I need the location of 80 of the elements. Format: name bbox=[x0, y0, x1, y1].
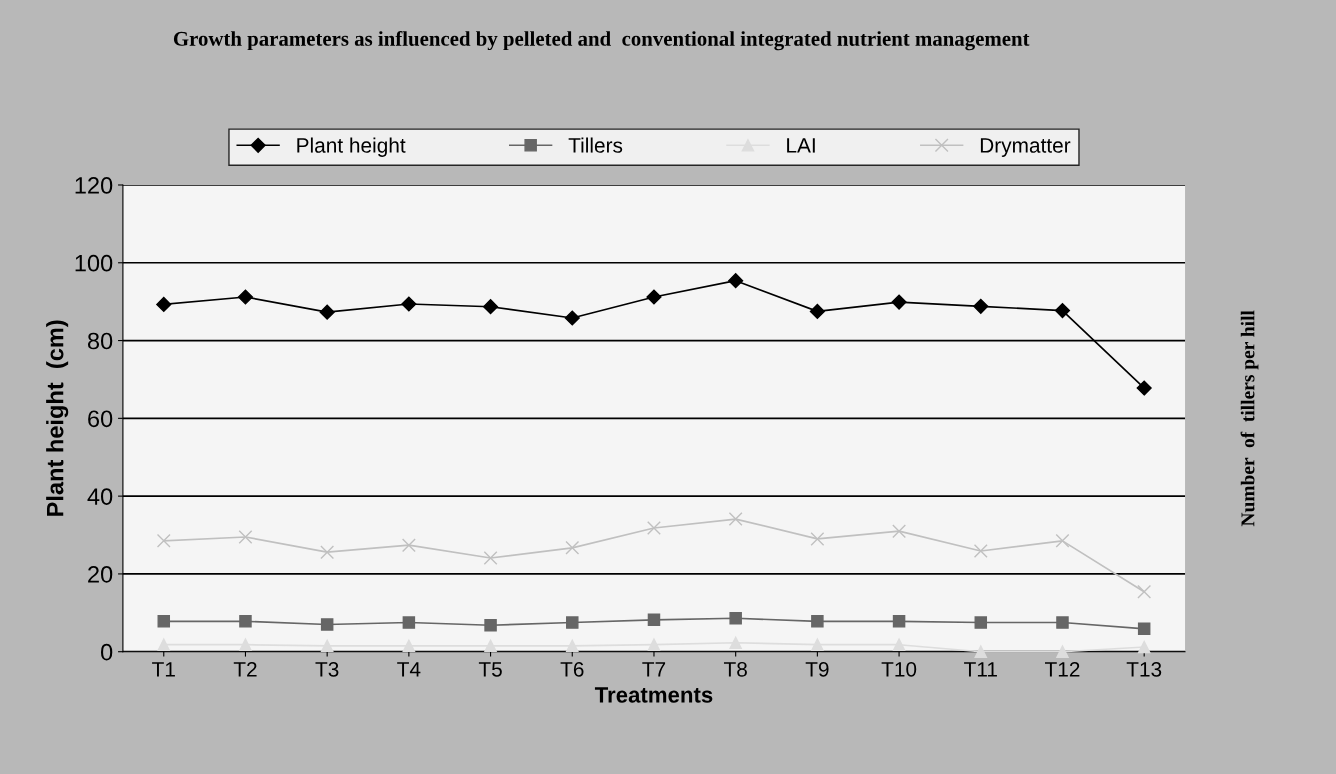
point bbox=[320, 639, 334, 653]
point bbox=[320, 545, 335, 560]
y-tick-label: 0 bbox=[100, 643, 113, 661]
x-axis-title: Treatments bbox=[594, 687, 713, 703]
point bbox=[728, 512, 743, 527]
legend-label: Drymatter bbox=[980, 138, 1071, 157]
chart-title: Growth parameters as influenced by pelleted and conventional integrated nutrient management bbox=[173, 30, 1030, 51]
legend-label: Tillers bbox=[568, 137, 623, 153]
x-tick-label: T12 bbox=[1045, 661, 1080, 677]
point bbox=[729, 612, 742, 625]
point bbox=[646, 289, 662, 305]
point bbox=[566, 639, 579, 653]
point bbox=[973, 298, 989, 314]
point bbox=[483, 551, 498, 565]
point bbox=[402, 639, 416, 653]
point bbox=[402, 616, 416, 629]
point bbox=[647, 613, 661, 627]
y-tick-label: 120 bbox=[75, 177, 113, 194]
x-tick-label: T11 bbox=[964, 662, 997, 677]
point bbox=[1136, 380, 1152, 396]
point bbox=[973, 544, 988, 558]
point bbox=[1056, 645, 1069, 658]
point bbox=[974, 645, 988, 658]
point bbox=[974, 616, 988, 629]
point bbox=[482, 299, 499, 315]
y-axis-title: Plant height (cm) bbox=[46, 320, 69, 516]
point bbox=[1056, 616, 1069, 629]
point bbox=[1137, 640, 1151, 654]
point bbox=[647, 638, 661, 651]
x-tick-label: T9 bbox=[805, 661, 829, 677]
y-tick-label: 100 bbox=[75, 254, 113, 272]
point bbox=[892, 615, 906, 628]
point bbox=[728, 273, 744, 289]
point bbox=[811, 638, 824, 651]
y-tick-label: 20 bbox=[88, 565, 113, 583]
x-tick-label: T2 bbox=[233, 661, 257, 677]
point bbox=[810, 531, 825, 546]
point bbox=[809, 303, 825, 319]
x-tick-label: T8 bbox=[723, 661, 747, 677]
point bbox=[564, 310, 580, 326]
point bbox=[647, 521, 661, 535]
point bbox=[401, 296, 417, 312]
point bbox=[319, 304, 335, 320]
point bbox=[157, 615, 171, 628]
x-tick-label: T13 bbox=[1126, 661, 1162, 677]
point bbox=[237, 289, 254, 305]
point bbox=[811, 615, 824, 628]
point bbox=[1137, 622, 1151, 636]
point bbox=[320, 618, 334, 631]
y-tick-label: 40 bbox=[87, 488, 113, 505]
point bbox=[156, 296, 172, 312]
point bbox=[484, 619, 497, 632]
point bbox=[892, 524, 907, 539]
point bbox=[156, 533, 171, 548]
x-tick-label: T3 bbox=[315, 661, 339, 677]
y-tick-label: 80 bbox=[87, 332, 113, 350]
point bbox=[892, 638, 906, 651]
x-tick-label: T6 bbox=[560, 661, 584, 677]
legend-label: LAI bbox=[787, 138, 815, 153]
point bbox=[239, 638, 252, 651]
x-tick-label: T1 bbox=[152, 662, 175, 677]
x-tick-label: T7 bbox=[642, 662, 666, 677]
x-tick-label: T4 bbox=[397, 662, 421, 677]
point bbox=[565, 540, 580, 555]
point bbox=[566, 616, 579, 629]
y2-axis-title: Number of tillers per hill bbox=[1240, 310, 1259, 527]
point bbox=[401, 538, 416, 553]
x-tick-label: T10 bbox=[881, 661, 917, 677]
point bbox=[484, 639, 497, 653]
y-tick-label: 60 bbox=[88, 410, 113, 428]
point bbox=[239, 615, 252, 628]
x-tick-label: T5 bbox=[478, 662, 502, 677]
point bbox=[157, 638, 171, 651]
point bbox=[1054, 303, 1071, 319]
point bbox=[238, 530, 253, 544]
point bbox=[1055, 533, 1070, 548]
legend-label: Plant height bbox=[297, 137, 406, 157]
point bbox=[729, 636, 742, 650]
point bbox=[891, 294, 907, 310]
point bbox=[1137, 584, 1152, 599]
